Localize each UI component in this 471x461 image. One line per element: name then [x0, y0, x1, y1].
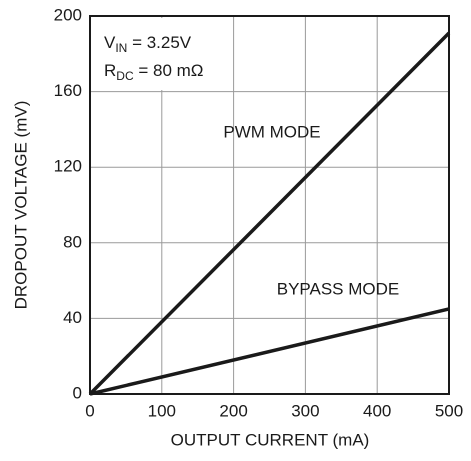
- plot-frame: [89, 15, 450, 395]
- annotation-subscript: DC: [116, 69, 134, 83]
- y-tick-label: 200: [54, 5, 82, 24]
- x-tick-label: 200: [219, 401, 247, 420]
- annotation: VIN = 3.25V: [104, 33, 192, 55]
- x-tick-label: 100: [148, 401, 176, 420]
- annotation-text: R: [104, 61, 116, 80]
- y-tick-label: 0: [73, 383, 82, 402]
- x-tick-label: 300: [291, 401, 319, 420]
- annotation-suffix: = 80 mΩ: [134, 61, 204, 80]
- annotation-suffix: = 3.25V: [127, 33, 191, 52]
- series-label: PWM MODE: [223, 122, 320, 141]
- x-tick-label: 500: [435, 401, 463, 420]
- y-axis-label: DROPOUT VOLTAGE (mV): [11, 101, 30, 310]
- y-tick-label: 80: [63, 232, 82, 251]
- annotation-background: [92, 18, 218, 90]
- y-tick-label: 40: [63, 308, 82, 327]
- x-axis-label: OUTPUT CURRENT (mA): [171, 430, 370, 449]
- x-tick-label: 0: [85, 401, 94, 420]
- y-tick-label: 120: [54, 157, 82, 176]
- data-line: [89, 307, 450, 396]
- annotation: RDC = 80 mΩ: [104, 61, 204, 83]
- x-tick-label: 400: [363, 401, 391, 420]
- series-label: BYPASS MODE: [277, 279, 400, 298]
- annotation-subscript: IN: [115, 41, 127, 55]
- y-tick-label: 160: [54, 81, 82, 100]
- annotation-text: V: [104, 33, 116, 52]
- data-line: [88, 31, 451, 396]
